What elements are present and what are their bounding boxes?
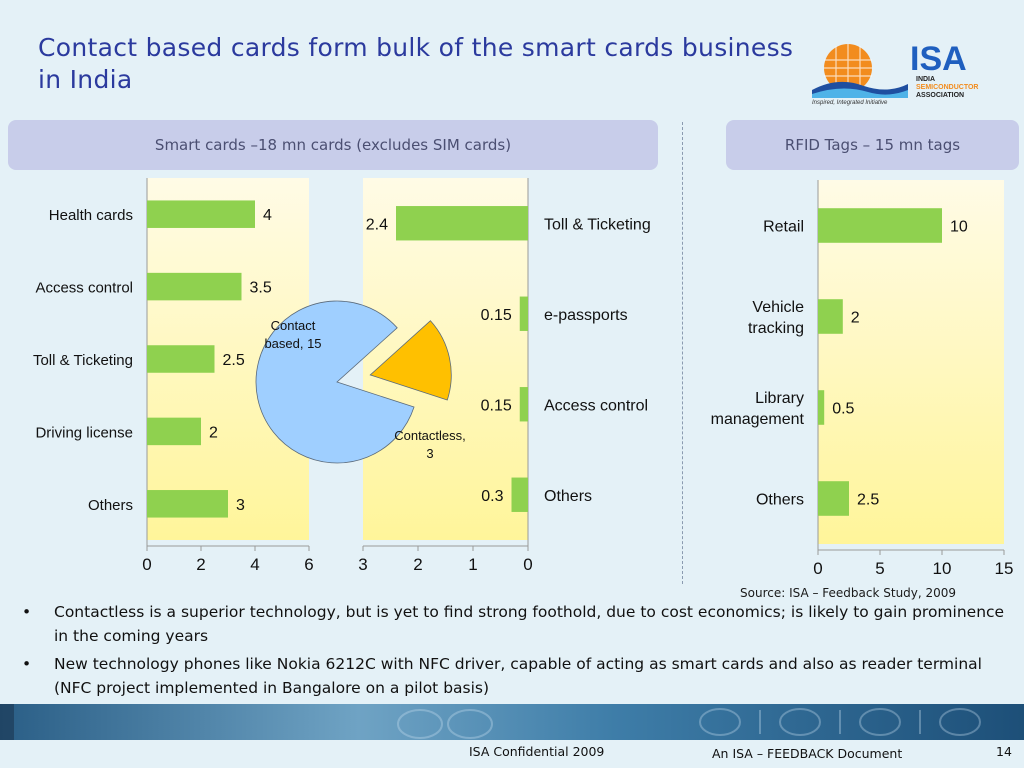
- value-label: 3.5: [250, 280, 272, 297]
- bullet-item: New technology phones like Nokia 6212C w…: [18, 652, 1018, 700]
- bar: [511, 477, 528, 512]
- section-divider: [682, 122, 683, 584]
- footer-confidential: ISA Confidential 2009: [469, 744, 605, 759]
- bar: [818, 481, 849, 516]
- bar: [147, 200, 255, 228]
- value-label: 3: [236, 497, 245, 514]
- category-label: Access control: [544, 397, 648, 414]
- value-label: 2: [209, 424, 218, 441]
- value-label: 2.4: [366, 216, 388, 233]
- slide-title: Contact based cards form bulk of the sma…: [38, 33, 794, 94]
- x-tick-label: 6: [304, 555, 313, 574]
- value-label: 2: [851, 310, 860, 327]
- source-note: Source: ISA – Feedback Study, 2009: [740, 586, 957, 600]
- value-label: 4: [263, 207, 272, 224]
- pie-slice-label: 3: [426, 446, 433, 461]
- category-label: Toll & Ticketing: [544, 216, 651, 233]
- category-label: Health cards: [49, 207, 133, 224]
- bar: [147, 490, 228, 518]
- isa-logo: ISA INDIA SEMICONDUCTOR ASSOCIATION Insp…: [812, 40, 978, 106]
- category-label: Access control: [35, 280, 133, 297]
- footer-document: An ISA – FEEDBACK Document: [712, 746, 903, 761]
- category-label: tracking: [748, 320, 804, 337]
- logo-line2: SEMICONDUCTOR: [916, 84, 978, 91]
- bar: [147, 345, 215, 373]
- category-label: Vehicle: [752, 299, 804, 316]
- pie-slice-label: based, 15: [264, 336, 321, 351]
- x-tick-label: 0: [813, 559, 822, 578]
- bar: [818, 208, 942, 243]
- category-label: Toll & Ticketing: [33, 352, 133, 369]
- rfid-banner-text: RFID Tags – 15 mn tags: [784, 136, 961, 154]
- page-number: 14: [996, 744, 1012, 759]
- bar: [147, 272, 242, 301]
- category-label: Others: [544, 488, 592, 505]
- bar: [818, 299, 843, 334]
- x-tick-label: 10: [933, 559, 952, 578]
- category-label: Library: [755, 390, 804, 407]
- x-tick-label: 0: [523, 555, 532, 574]
- x-tick-label: 5: [875, 559, 884, 578]
- pie-slice-label: Contact: [271, 318, 316, 333]
- rfid-bar-chart: 0 5 10 15 Retail 10 Vehicle tracking 2 Library man…: [711, 180, 1014, 578]
- bar: [519, 296, 528, 331]
- category-label: Retail: [763, 219, 804, 236]
- value-label: 0.5: [832, 401, 854, 418]
- footer-decorative-band: [0, 704, 1024, 740]
- x-tick-label: 3: [358, 555, 367, 574]
- logo-line1: INDIA: [916, 76, 935, 83]
- bar: [818, 390, 825, 425]
- value-label: 10: [950, 219, 968, 236]
- pie-slice-label: Contactless,: [394, 428, 466, 443]
- category-label: Others: [756, 492, 804, 509]
- value-label: 2.5: [857, 492, 879, 509]
- bar: [396, 206, 528, 241]
- bar: [147, 417, 201, 446]
- rfid-banner: RFID Tags – 15 mn tags: [726, 120, 1019, 170]
- contact-type-pie-chart: Contact based, 15 Contactless, 3: [255, 300, 466, 464]
- category-label: e-passports: [544, 307, 628, 324]
- bar: [519, 387, 528, 422]
- x-tick-label: 4: [250, 555, 259, 574]
- bullet-list: Contactless is a superior technology, bu…: [18, 600, 1018, 704]
- value-label: 0.15: [481, 397, 512, 414]
- bullet-item: Contactless is a superior technology, bu…: [18, 600, 1018, 648]
- x-tick-label: 2: [196, 555, 205, 574]
- x-tick-label: 1: [468, 555, 477, 574]
- value-label: 0.3: [481, 488, 503, 505]
- value-label: 2.5: [223, 352, 245, 369]
- x-tick-label: 15: [995, 559, 1014, 578]
- x-tick-label: 0: [142, 555, 151, 574]
- category-label: management: [711, 411, 805, 428]
- category-label: Others: [88, 497, 133, 514]
- pie-slice: [255, 300, 415, 464]
- value-label: 0.15: [481, 307, 512, 324]
- category-label: Driving license: [35, 424, 133, 441]
- x-tick-label: 2: [413, 555, 422, 574]
- smart-cards-banner: Smart cards –18 mn cards (excludes SIM c…: [8, 120, 658, 170]
- logo-name: ISA: [910, 40, 967, 78]
- smart-cards-banner-text: Smart cards –18 mn cards (excludes SIM c…: [154, 136, 512, 154]
- charts-canvas: 0 2 4 6 Health cards 4 Access control 3.5 Toll &…: [33, 178, 1014, 578]
- pie-slice: [369, 320, 452, 401]
- logo-line3: ASSOCIATION: [916, 92, 964, 99]
- logo-tagline: Inspired, Integrated Initiative: [812, 100, 888, 106]
